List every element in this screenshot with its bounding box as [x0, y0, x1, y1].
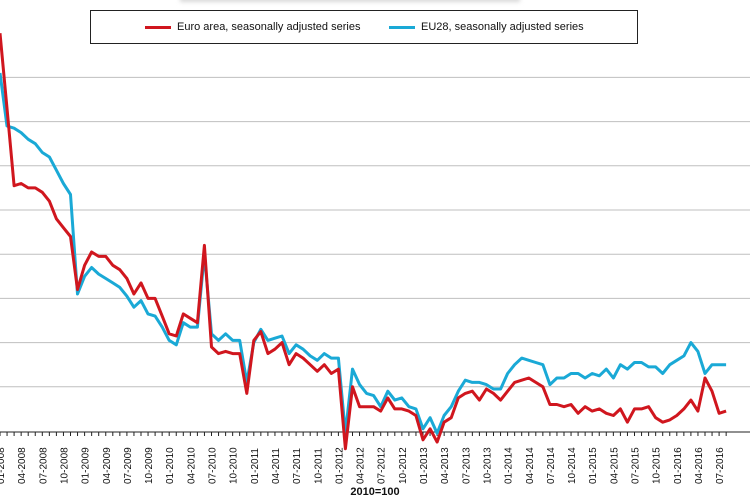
x-tick-label: 10-2015: [652, 447, 663, 484]
legend-label-euro-area: Euro area, seasonally adjusted series: [177, 21, 361, 33]
x-tick-label: 04-2009: [102, 447, 113, 484]
x-tick-label: 01-2010: [165, 447, 176, 484]
series-line-eu28: [0, 72, 727, 435]
x-tick-label: 07-2009: [123, 447, 134, 484]
x-tick-label: 04-2010: [186, 447, 197, 484]
x-tick-label: 07-2013: [461, 447, 472, 484]
x-tick-label: 10-2014: [567, 447, 578, 484]
x-tick-label: 04-2014: [525, 447, 536, 484]
x-tick-label: 01-2012: [334, 447, 345, 484]
legend-item-eu28: EU28, seasonally adjusted series: [389, 11, 584, 43]
series-line-euro-area: [0, 33, 727, 451]
x-tick-label: 04-2011: [271, 448, 282, 484]
x-tick-label: 07-2012: [377, 447, 388, 484]
x-tick-label: 04-2013: [440, 447, 451, 484]
legend: Euro area, seasonally adjusted series EU…: [90, 10, 638, 44]
x-tick-labels: 01-2008 04-2008 07-2008 10-2008 01-2009 04-20…: [0, 447, 726, 484]
x-tick-label: 01-2014: [504, 447, 515, 484]
x-tick-label: 01-2015: [588, 447, 599, 484]
x-axis-label: 2010=100: [350, 486, 400, 498]
legend-label-eu28: EU28, seasonally adjusted series: [421, 21, 584, 33]
cropped-title-remnant: [180, 0, 520, 2]
x-tick-label: 01-2013: [419, 447, 430, 484]
x-tick-label: 10-2010: [229, 447, 240, 484]
x-tick-label: 01-2009: [81, 447, 92, 484]
grid-lines: [0, 76, 750, 388]
x-tick-label: 10-2008: [59, 447, 70, 484]
x-tick-label: 01-2008: [0, 447, 7, 484]
x-axis: [0, 431, 750, 436]
x-tick-label: 01-2016: [673, 447, 684, 484]
legend-swatch-euro-area: [145, 25, 171, 29]
x-tick-label: 10-2013: [482, 447, 493, 484]
x-tick-label: 07-2011: [292, 448, 303, 484]
x-tick-label: 07-2010: [208, 447, 219, 484]
x-tick-label: 04-2016: [694, 447, 705, 484]
x-tick-label: 04-2008: [17, 447, 28, 484]
legend-swatch-eu28: [389, 25, 415, 29]
x-tick-label: 10-2009: [144, 447, 155, 484]
series-layer: [0, 33, 727, 451]
x-tick-label: 10-2012: [398, 447, 409, 484]
x-tick-label: 07-2015: [631, 447, 642, 484]
x-tick-label: 07-2016: [715, 447, 726, 484]
x-tick-label: 04-2015: [609, 447, 620, 484]
x-tick-label: 07-2008: [38, 447, 49, 484]
x-tick-label: 04-2012: [356, 447, 367, 484]
legend-item-euro-area: Euro area, seasonally adjusted series: [145, 11, 360, 43]
x-tick-label: 07-2014: [546, 447, 557, 484]
x-tick-label: 10-2011: [313, 448, 324, 484]
x-tick-label: 01-2011: [250, 448, 261, 484]
